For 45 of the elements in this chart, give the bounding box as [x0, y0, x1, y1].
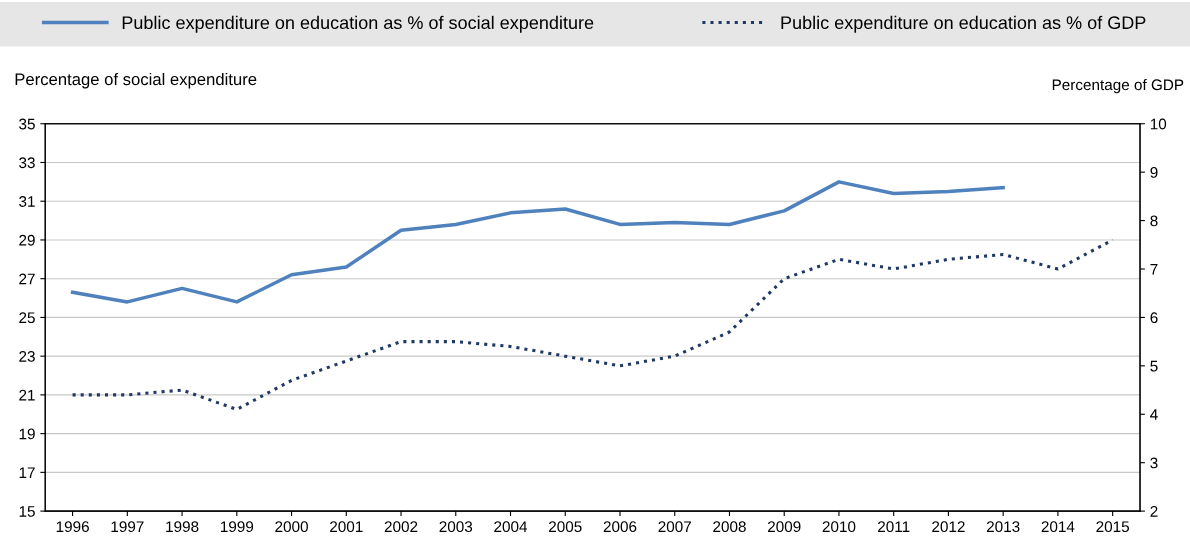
x-tick-label: 1997 — [111, 521, 144, 533]
y2-tick-label: 4 — [1150, 409, 1158, 420]
y2-tick-label: 8 — [1150, 215, 1158, 227]
x-tick-label: 2009 — [767, 521, 801, 533]
y-tick-label: 17 — [19, 467, 35, 478]
y-tick-label: 33 — [19, 157, 35, 169]
y-tick-label: 21 — [19, 389, 35, 401]
y2-tick-label: 10 — [1150, 118, 1167, 130]
y2-tick-label: 3 — [1150, 457, 1158, 469]
line-series — [70, 180, 1005, 304]
x-tick-label: 2003 — [439, 521, 473, 533]
y-tick-label: 35 — [19, 118, 35, 130]
x-tick-label: 1999 — [220, 521, 254, 533]
x-tick-label: 2001 — [330, 521, 363, 533]
x-tick-label: 2006 — [603, 521, 637, 533]
y-tick-label: 27 — [19, 273, 35, 285]
y2-axis-title: Percentage of GDP — [1052, 78, 1184, 94]
y2-tick-label: 7 — [1150, 264, 1158, 275]
y2-tick-label: 6 — [1150, 312, 1158, 324]
x-tick-label: 2012 — [932, 521, 965, 533]
x-tick-label: 1996 — [56, 521, 89, 533]
y-tick-label: 31 — [19, 196, 35, 207]
x-tick-label: 2004 — [494, 521, 528, 533]
x-tick-label: 2002 — [384, 521, 418, 533]
x-tick-label: 2014 — [1041, 521, 1075, 533]
x-tick-label: 2010 — [822, 521, 856, 533]
y2-tick-label: 5 — [1150, 360, 1158, 372]
y-tick-label: 25 — [19, 312, 35, 324]
x-tick-label: 2005 — [549, 521, 582, 533]
x-tick-label: 2000 — [275, 521, 308, 533]
y-tick-label: 19 — [19, 428, 35, 440]
legend-label: Public expenditure on education as % of GDP — [781, 15, 1146, 33]
y2-tick-label: 2 — [1150, 505, 1158, 517]
x-tick-label: 2015 — [1096, 521, 1129, 533]
y-tick-label: 23 — [19, 351, 35, 362]
x-tick-label: 2011 — [878, 521, 910, 533]
legend-label: Public expenditure on education as % of social expenditure — [122, 15, 594, 33]
y2-tick-label: 9 — [1150, 167, 1158, 178]
y-tick-label: 29 — [19, 234, 35, 246]
x-tick-label: 2008 — [713, 521, 746, 533]
y-tick-label: 15 — [19, 506, 35, 517]
x-tick-label: 2007 — [658, 521, 691, 533]
x-tick-label: 2013 — [986, 521, 1020, 533]
y-axis-title: Percentage of social expenditure — [15, 72, 257, 89]
x-tick-label: 1998 — [166, 521, 199, 533]
